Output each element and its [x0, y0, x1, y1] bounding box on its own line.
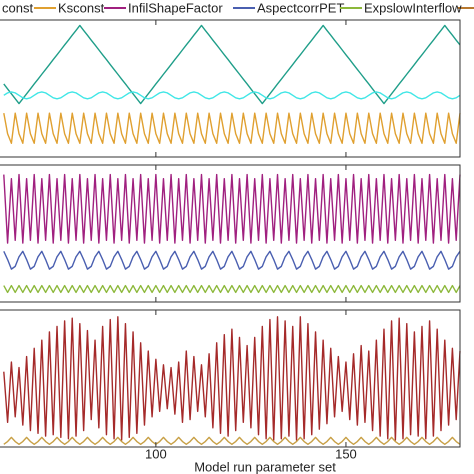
- x-axis-label: Model run parameter set: [194, 459, 336, 474]
- axes-frame: [0, 164, 461, 303]
- data-line: [3, 112, 461, 144]
- data-line: [3, 284, 461, 294]
- legend-label: InfilShapeFactor: [128, 0, 223, 15]
- x-tick-label: 100: [145, 446, 167, 461]
- data-line: [3, 173, 461, 244]
- data-line: [3, 24, 461, 105]
- axes-frame: [0, 309, 461, 448]
- legend-label: Ksconst: [58, 0, 105, 15]
- legend-label: const: [2, 0, 33, 15]
- data-line: [3, 436, 461, 445]
- axes-frame: [0, 19, 461, 158]
- x-tick-label: 150: [335, 446, 357, 461]
- legend-label: AspectcorrPET: [257, 0, 344, 15]
- data-line: [3, 316, 461, 441]
- legend-label: ExpslowInterflow: [364, 0, 462, 15]
- data-line: [3, 91, 461, 100]
- data-line: [3, 250, 461, 270]
